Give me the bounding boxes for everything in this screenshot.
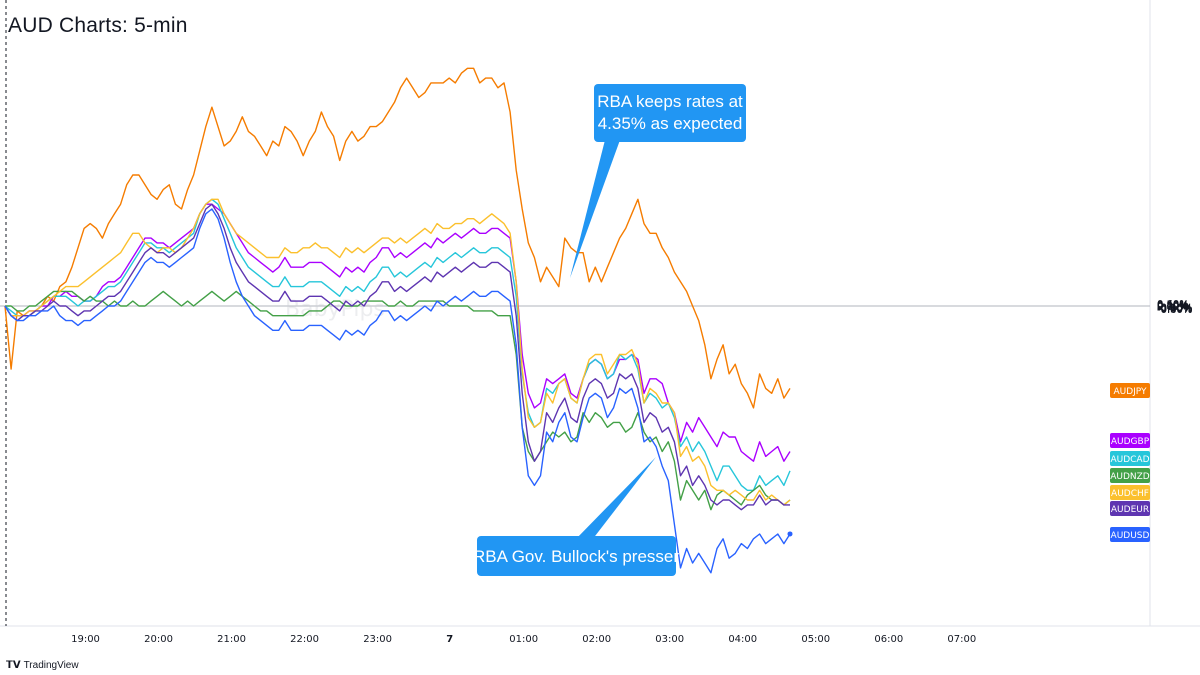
series-line-audusd [4, 208, 791, 574]
callout-box-rate [594, 84, 746, 142]
brand-label: TradingView [23, 660, 79, 671]
price-tag-audnzd [1110, 468, 1150, 483]
callout-rate-line: 4.35% as expected [598, 114, 743, 133]
series-layer [4, 67, 793, 574]
price-tag-label: AUDNZD [1110, 472, 1150, 482]
x-tick-label: 05:00 [801, 634, 830, 645]
x-tick-label: 06:00 [874, 634, 903, 645]
price-tag-audgbp [1110, 433, 1150, 448]
y-tick-label: -0.30% [1157, 303, 1192, 314]
y-tick-label: 0.60% [1157, 299, 1189, 310]
x-tick-label: 7 [446, 634, 453, 645]
price-tag-label: AUDEUR [1111, 505, 1149, 515]
y-tick-label: 0.50% [1157, 300, 1189, 311]
callout-pointer-presser [575, 457, 656, 540]
callout-presser-line: RBA Gov. Bullock's presser [473, 547, 679, 566]
x-tick-label: 01:00 [509, 634, 538, 645]
y-tick-label: -0.40% [1157, 304, 1192, 315]
callout-pointer-rate [570, 140, 620, 278]
tradingview-logo-icon: 𝗧𝗩 [6, 660, 21, 671]
series-line-audgbp [4, 203, 791, 462]
price-tag-audeur [1110, 501, 1150, 516]
price-tag-label: AUDCAD [1110, 455, 1149, 465]
y-tick-label: 0.20% [1157, 301, 1189, 312]
y-tick-label: 0.10% [1157, 302, 1189, 313]
x-tick-label: 22:00 [290, 634, 319, 645]
x-tick-label: 02:00 [582, 634, 611, 645]
audusd-last-point [787, 531, 793, 537]
x-tick-label: 20:00 [144, 634, 173, 645]
x-tick-label: 19:00 [71, 634, 100, 645]
y-tick-label: 0.30% [1157, 301, 1189, 312]
series-line-audchf [4, 198, 791, 506]
y-tick-label: -0.10% [1157, 302, 1192, 313]
y-tick-label: 0.40% [1157, 300, 1189, 311]
callout-layer: RBA keeps rates at 4.35% as expected RBA G… [473, 84, 746, 576]
x-tick-label: 07:00 [947, 634, 976, 645]
price-tag-audchf [1110, 485, 1150, 500]
series-line-audnzd [5, 290, 791, 511]
price-tag-audcad [1110, 451, 1150, 466]
x-tick-label: 04:00 [728, 634, 757, 645]
callout-box-presser [477, 536, 676, 576]
x-tick-label: 23:00 [363, 634, 392, 645]
x-tick-label: 21:00 [217, 634, 246, 645]
y-tick-label: -0.50% [1157, 304, 1192, 315]
y-tick-label: 0.00% [1157, 302, 1189, 313]
price-tag-label: AUDJPY [1113, 387, 1147, 397]
tradingview-brand[interactable]: 𝗧𝗩 TradingView [6, 660, 79, 671]
series-line-audjpy [4, 67, 791, 409]
price-tag-audusd [1110, 527, 1150, 542]
price-tag-label: AUDUSD [1111, 531, 1150, 541]
y-tick-label: -0.60% [1157, 305, 1192, 316]
chart-title: AUD Charts: 5-min [8, 14, 188, 37]
axes-layer: BabyPips 0.60%0.50%0.40%0.30%0.20%0.10%0.… [0, 0, 1200, 645]
series-line-audcad [4, 198, 791, 491]
price-tag-label: AUDGBP [1111, 437, 1150, 447]
price-tag-audjpy [1110, 383, 1150, 398]
y-tick-label: -0.20% [1157, 303, 1192, 314]
callout-rate-line: RBA keeps rates at [597, 92, 743, 111]
x-tick-label: 03:00 [655, 634, 684, 645]
price-tag-label: AUDCHF [1111, 489, 1149, 499]
price-tag-layer: AUDJPY AUDGBP AUDCAD AUDNZD AUDCHF AUDEUR AUDU… [1110, 383, 1150, 542]
series-line-audeur [4, 203, 790, 511]
